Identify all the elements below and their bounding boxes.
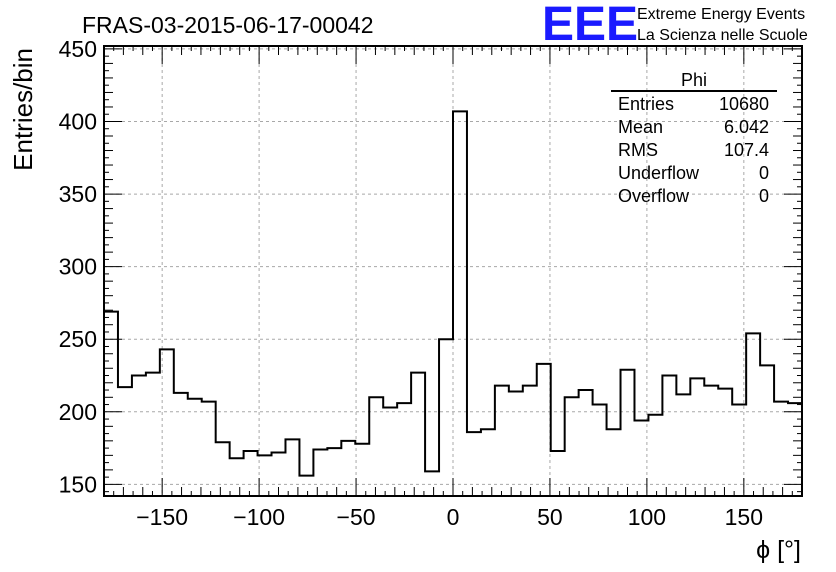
histogram-bin <box>634 421 648 496</box>
stats-value: 10680 <box>719 94 769 114</box>
histogram-bin <box>327 448 341 496</box>
histogram-bin <box>579 390 593 496</box>
stats-label: Entries <box>618 94 674 114</box>
y-tick-label: 400 <box>59 108 97 134</box>
histogram-bin <box>718 389 732 496</box>
histogram-bin <box>453 111 467 496</box>
y-tick-label: 150 <box>59 471 97 497</box>
histogram-bin <box>146 373 160 496</box>
x-tick-label: −150 <box>136 504 188 530</box>
logo-line2: La Scienza nelle Scuole <box>637 27 808 44</box>
histogram-bin <box>397 403 411 496</box>
histogram-bin <box>216 442 230 496</box>
stats-label: Overflow <box>618 186 690 206</box>
histogram-outline <box>104 110 802 477</box>
y-tick-label: 250 <box>59 326 97 352</box>
histogram-bin <box>607 429 621 496</box>
histogram-bin <box>676 394 690 496</box>
histogram-bin <box>523 386 537 496</box>
stats-value: 6.042 <box>724 117 769 137</box>
histogram-bin <box>258 455 272 496</box>
axis-tick-labels: −150 −100 −50 0 50 100 150 150 200 250 300 350 400 45… <box>59 36 763 530</box>
x-tick-label: 100 <box>628 504 666 530</box>
histogram-bin <box>313 450 327 496</box>
histogram-bin <box>160 349 174 496</box>
histogram-bin <box>565 397 579 496</box>
histogram-bin <box>230 458 244 496</box>
stats-rows: Entries 10680 Mean 6.042 RMS 107.4 Underflow 0 O… <box>618 94 769 206</box>
histogram-bin <box>621 370 635 496</box>
stats-label: Mean <box>618 117 663 137</box>
x-tick-label: 150 <box>725 504 763 530</box>
histogram-bin <box>537 364 551 496</box>
x-tick-label: 0 <box>447 504 460 530</box>
histogram-bin <box>662 376 676 496</box>
histogram-bin <box>132 376 146 496</box>
stats-value: 107.4 <box>724 140 769 160</box>
histogram-bin <box>244 451 258 496</box>
histogram-bin <box>509 391 523 496</box>
logo-line1: Extreme Energy Events <box>637 6 805 23</box>
histogram-bin <box>593 405 607 496</box>
histogram-bin <box>481 429 495 496</box>
histogram-bin <box>118 387 132 496</box>
stats-value: 0 <box>759 163 769 183</box>
stats-label: RMS <box>618 140 658 160</box>
x-tick-label: 50 <box>537 504 563 530</box>
histogram-bin <box>551 451 565 496</box>
y-tick-label: 450 <box>59 36 97 62</box>
histogram-bin <box>188 399 202 496</box>
histogram-bin <box>174 393 188 496</box>
x-axis-label: ϕ [°] <box>756 536 801 564</box>
histogram-bin <box>704 386 718 496</box>
y-tick-label: 300 <box>59 254 97 280</box>
logo-mark: EEE <box>542 0 638 51</box>
histogram-bin <box>355 444 369 496</box>
histogram-bin <box>411 373 425 496</box>
stats-label: Underflow <box>618 163 700 183</box>
chart-title: FRAS-03-2015-06-17-00042 <box>82 12 374 38</box>
y-tick-label: 200 <box>59 399 97 425</box>
histogram-bin <box>690 378 704 496</box>
histogram-bin <box>299 476 313 496</box>
histogram-bin <box>202 402 216 496</box>
logo: EEE Extreme Energy Events La Scienza nel… <box>542 0 808 51</box>
histogram-bin <box>648 415 662 496</box>
histogram-bin <box>439 339 453 496</box>
x-tick-label: −50 <box>337 504 376 530</box>
histogram-bin <box>774 402 788 496</box>
stats-value: 0 <box>759 186 769 206</box>
x-tick-label: −100 <box>233 504 285 530</box>
stats-box: Phi Entries 10680 Mean 6.042 RMS 107.4 Underfl… <box>611 70 777 206</box>
axis-ticks <box>104 46 802 496</box>
histogram-bin <box>495 386 509 496</box>
histogram-bin <box>369 397 383 496</box>
histogram-bin <box>788 403 802 496</box>
histogram-bin <box>341 441 355 496</box>
histogram-bin <box>746 333 760 496</box>
histogram-bin <box>425 471 439 496</box>
histogram-bin <box>760 365 774 496</box>
y-tick-label: 350 <box>59 181 97 207</box>
histogram-bin <box>383 407 397 496</box>
histogram-bin <box>285 439 299 496</box>
stats-title: Phi <box>681 70 707 90</box>
histogram-bin <box>467 432 481 496</box>
y-axis-label: Entries/bin <box>8 48 38 171</box>
